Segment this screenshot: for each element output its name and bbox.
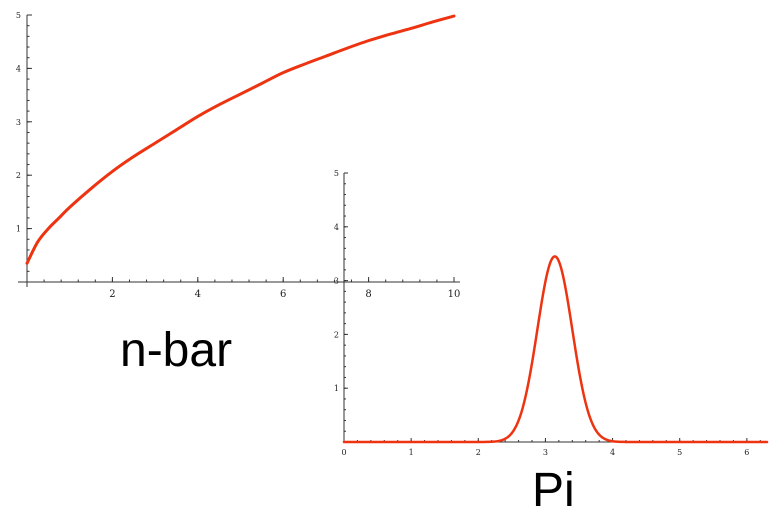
- pi-x-tick-label: 3: [543, 448, 548, 457]
- nbar-x-tick-label: 10: [448, 289, 461, 300]
- pi-y-tick-label: 4: [334, 223, 339, 232]
- pi-x-tick-label: 6: [744, 448, 749, 457]
- nbar-x-tick-label: 4: [195, 289, 201, 300]
- pi-ticks: 0 1 2 3 4 5 6 1 2 3 4 5: [334, 169, 761, 457]
- nbar-y-tick-label: 4: [16, 64, 21, 73]
- nbar-axes: [18, 15, 460, 287]
- pi-y-tick-label: 2: [334, 330, 339, 339]
- pi-x-tick-label: 1: [409, 448, 414, 457]
- pi-y-tick-label: 1: [334, 384, 339, 393]
- nbar-y-tick-label: 2: [16, 171, 21, 180]
- nbar-x-tick-label: 6: [280, 289, 286, 300]
- nbar-label: n-bar: [120, 324, 232, 377]
- pi-y-tick-label: 5: [334, 169, 339, 178]
- pi-x-tick-label: 2: [476, 448, 481, 457]
- nbar-x-tick-label: 8: [365, 289, 371, 300]
- nbar-y-tick-label: 5: [16, 11, 21, 20]
- pi-series-line: [342, 255, 769, 444]
- pi-x-tick-label: 0: [341, 448, 346, 457]
- nbar-x-tick-label: 2: [109, 289, 115, 300]
- pi-label: Pi: [532, 464, 575, 514]
- pi-y-tick-label: 3: [334, 277, 339, 286]
- nbar-y-tick-label: 3: [16, 118, 21, 127]
- nbar-series-line: [25, 14, 456, 265]
- nbar-y-tick-label: 1: [16, 225, 21, 234]
- pi-x-tick-label: 4: [610, 448, 615, 457]
- pi-chart: 0 1 2 3 4 5 6 1 2 3 4 5 Pi: [334, 169, 769, 514]
- pi-x-tick-label: 5: [677, 448, 682, 457]
- pi-axes: [343, 173, 767, 443]
